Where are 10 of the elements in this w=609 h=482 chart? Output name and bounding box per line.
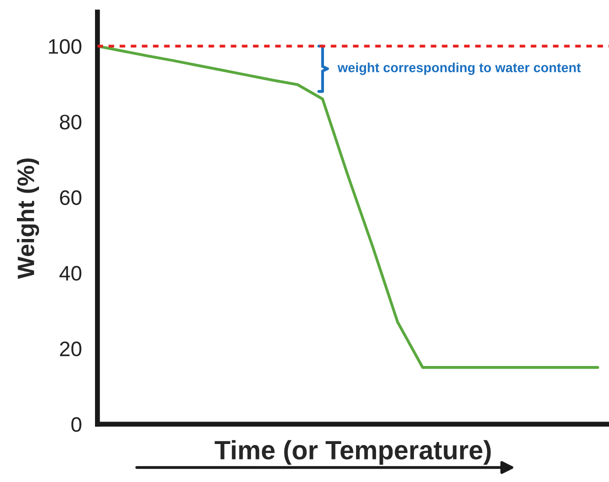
y-tick-label: 0 <box>71 417 82 432</box>
y-axis-title: Weight (%) <box>16 158 40 279</box>
y-tick-label: 100 <box>48 39 82 54</box>
x-axis-title: Time (or Temperature) <box>214 440 491 465</box>
y-tick-label: 60 <box>60 190 82 206</box>
y-tick-label: 20 <box>60 342 82 356</box>
annotation: weight corresponding to water content <box>338 62 581 75</box>
y-tick-label: 40 <box>59 266 82 281</box>
y-tick-label: 80 <box>60 114 82 130</box>
line-series <box>97 44 600 369</box>
